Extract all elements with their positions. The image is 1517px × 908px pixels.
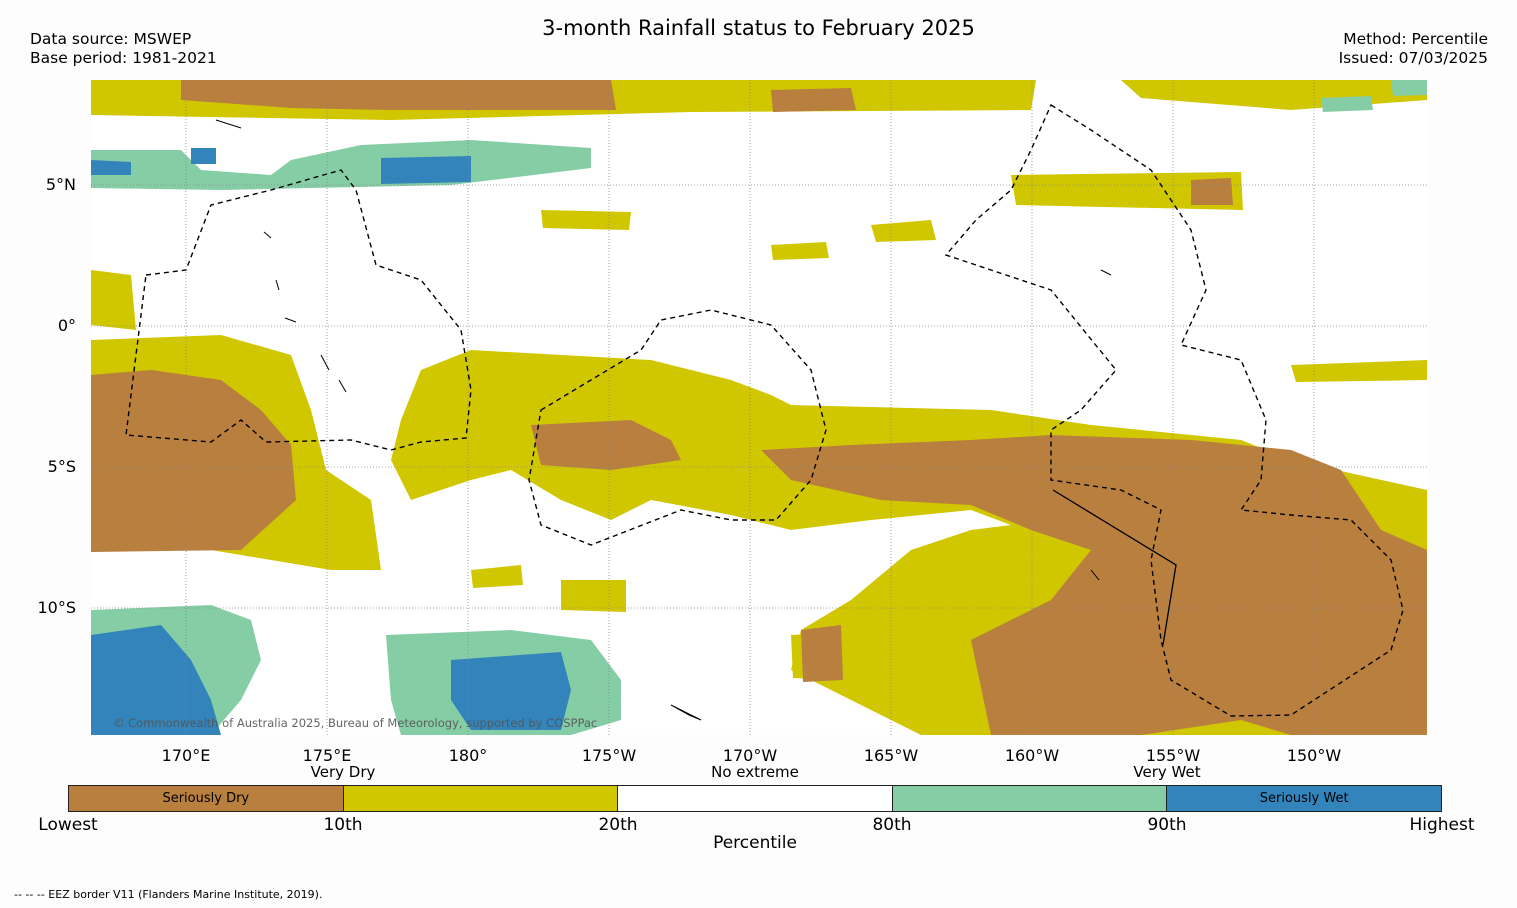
- eez-borders: [125, 103, 1404, 717]
- map-gridlines: [91, 80, 1427, 735]
- lat-label-5s: 5°S: [47, 457, 76, 476]
- lon-label-175w: 175°W: [581, 746, 637, 765]
- lon-label-170e: 170°E: [161, 746, 211, 765]
- category-no-extreme: No extreme: [711, 763, 799, 781]
- tick-20th: 20th: [598, 815, 638, 835]
- tick-lowest: Lowest: [38, 815, 98, 835]
- category-very-dry: Very Dry: [310, 763, 376, 781]
- legend-very-dry: [343, 786, 619, 811]
- map-title: 3-month Rainfall status to February 2025: [542, 16, 975, 40]
- legend-seriously-dry: Seriously Dry: [69, 786, 344, 811]
- lon-label-180: 180°: [448, 746, 488, 765]
- rainfall-map: [91, 80, 1427, 735]
- lat-label-10s: 10°S: [37, 598, 76, 617]
- tick-90th: 90th: [1147, 815, 1187, 835]
- tick-highest: Highest: [1409, 815, 1475, 835]
- category-very-wet: Very Wet: [1133, 763, 1201, 781]
- lon-label-175e: 175°E: [302, 746, 352, 765]
- header-left: Data source: MSWEP Base period: 1981-202…: [30, 30, 217, 68]
- rainfall-map-canvas: [91, 80, 1427, 735]
- method-text: Method: Percentile: [1343, 30, 1488, 48]
- eez-footnote: -- -- -- EEZ border V11 (Flanders Marine…: [14, 888, 323, 901]
- legend-seriously-wet: Seriously Wet: [1167, 786, 1441, 811]
- legend-colorbar: Seriously Dry Seriously Wet: [68, 785, 1442, 812]
- issued-text: Issued: 07/03/2025: [1338, 49, 1488, 67]
- copyright-notice: © Commonwealth of Australia 2025, Bureau…: [113, 716, 598, 730]
- lon-label-150w: 150°W: [1286, 746, 1342, 765]
- boundary-line: [1052, 489, 1177, 646]
- legend-very-wet: [892, 786, 1168, 811]
- tick-10th: 10th: [323, 815, 363, 835]
- data-source-text: Data source: MSWEP: [30, 30, 192, 48]
- lat-label-5n: 5°N: [45, 175, 76, 194]
- base-period-text: Base period: 1981-2021: [30, 49, 217, 67]
- lon-label-160w: 160°W: [1004, 746, 1060, 765]
- island-outlines: [215, 119, 1112, 721]
- lon-label-170w: 170°W: [722, 746, 778, 765]
- seriously-dry-areas: [91, 80, 1427, 735]
- header-right: Method: Percentile Issued: 07/03/2025: [1339, 30, 1488, 68]
- tick-80th: 80th: [872, 815, 912, 835]
- legend-axis-title: Percentile: [713, 833, 797, 853]
- lon-label-165w: 165°W: [863, 746, 919, 765]
- lat-label-0: 0°: [57, 316, 76, 335]
- legend-no-extreme: [618, 786, 893, 811]
- seriously-wet-areas: [91, 148, 571, 735]
- lon-label-155w: 155°W: [1145, 746, 1201, 765]
